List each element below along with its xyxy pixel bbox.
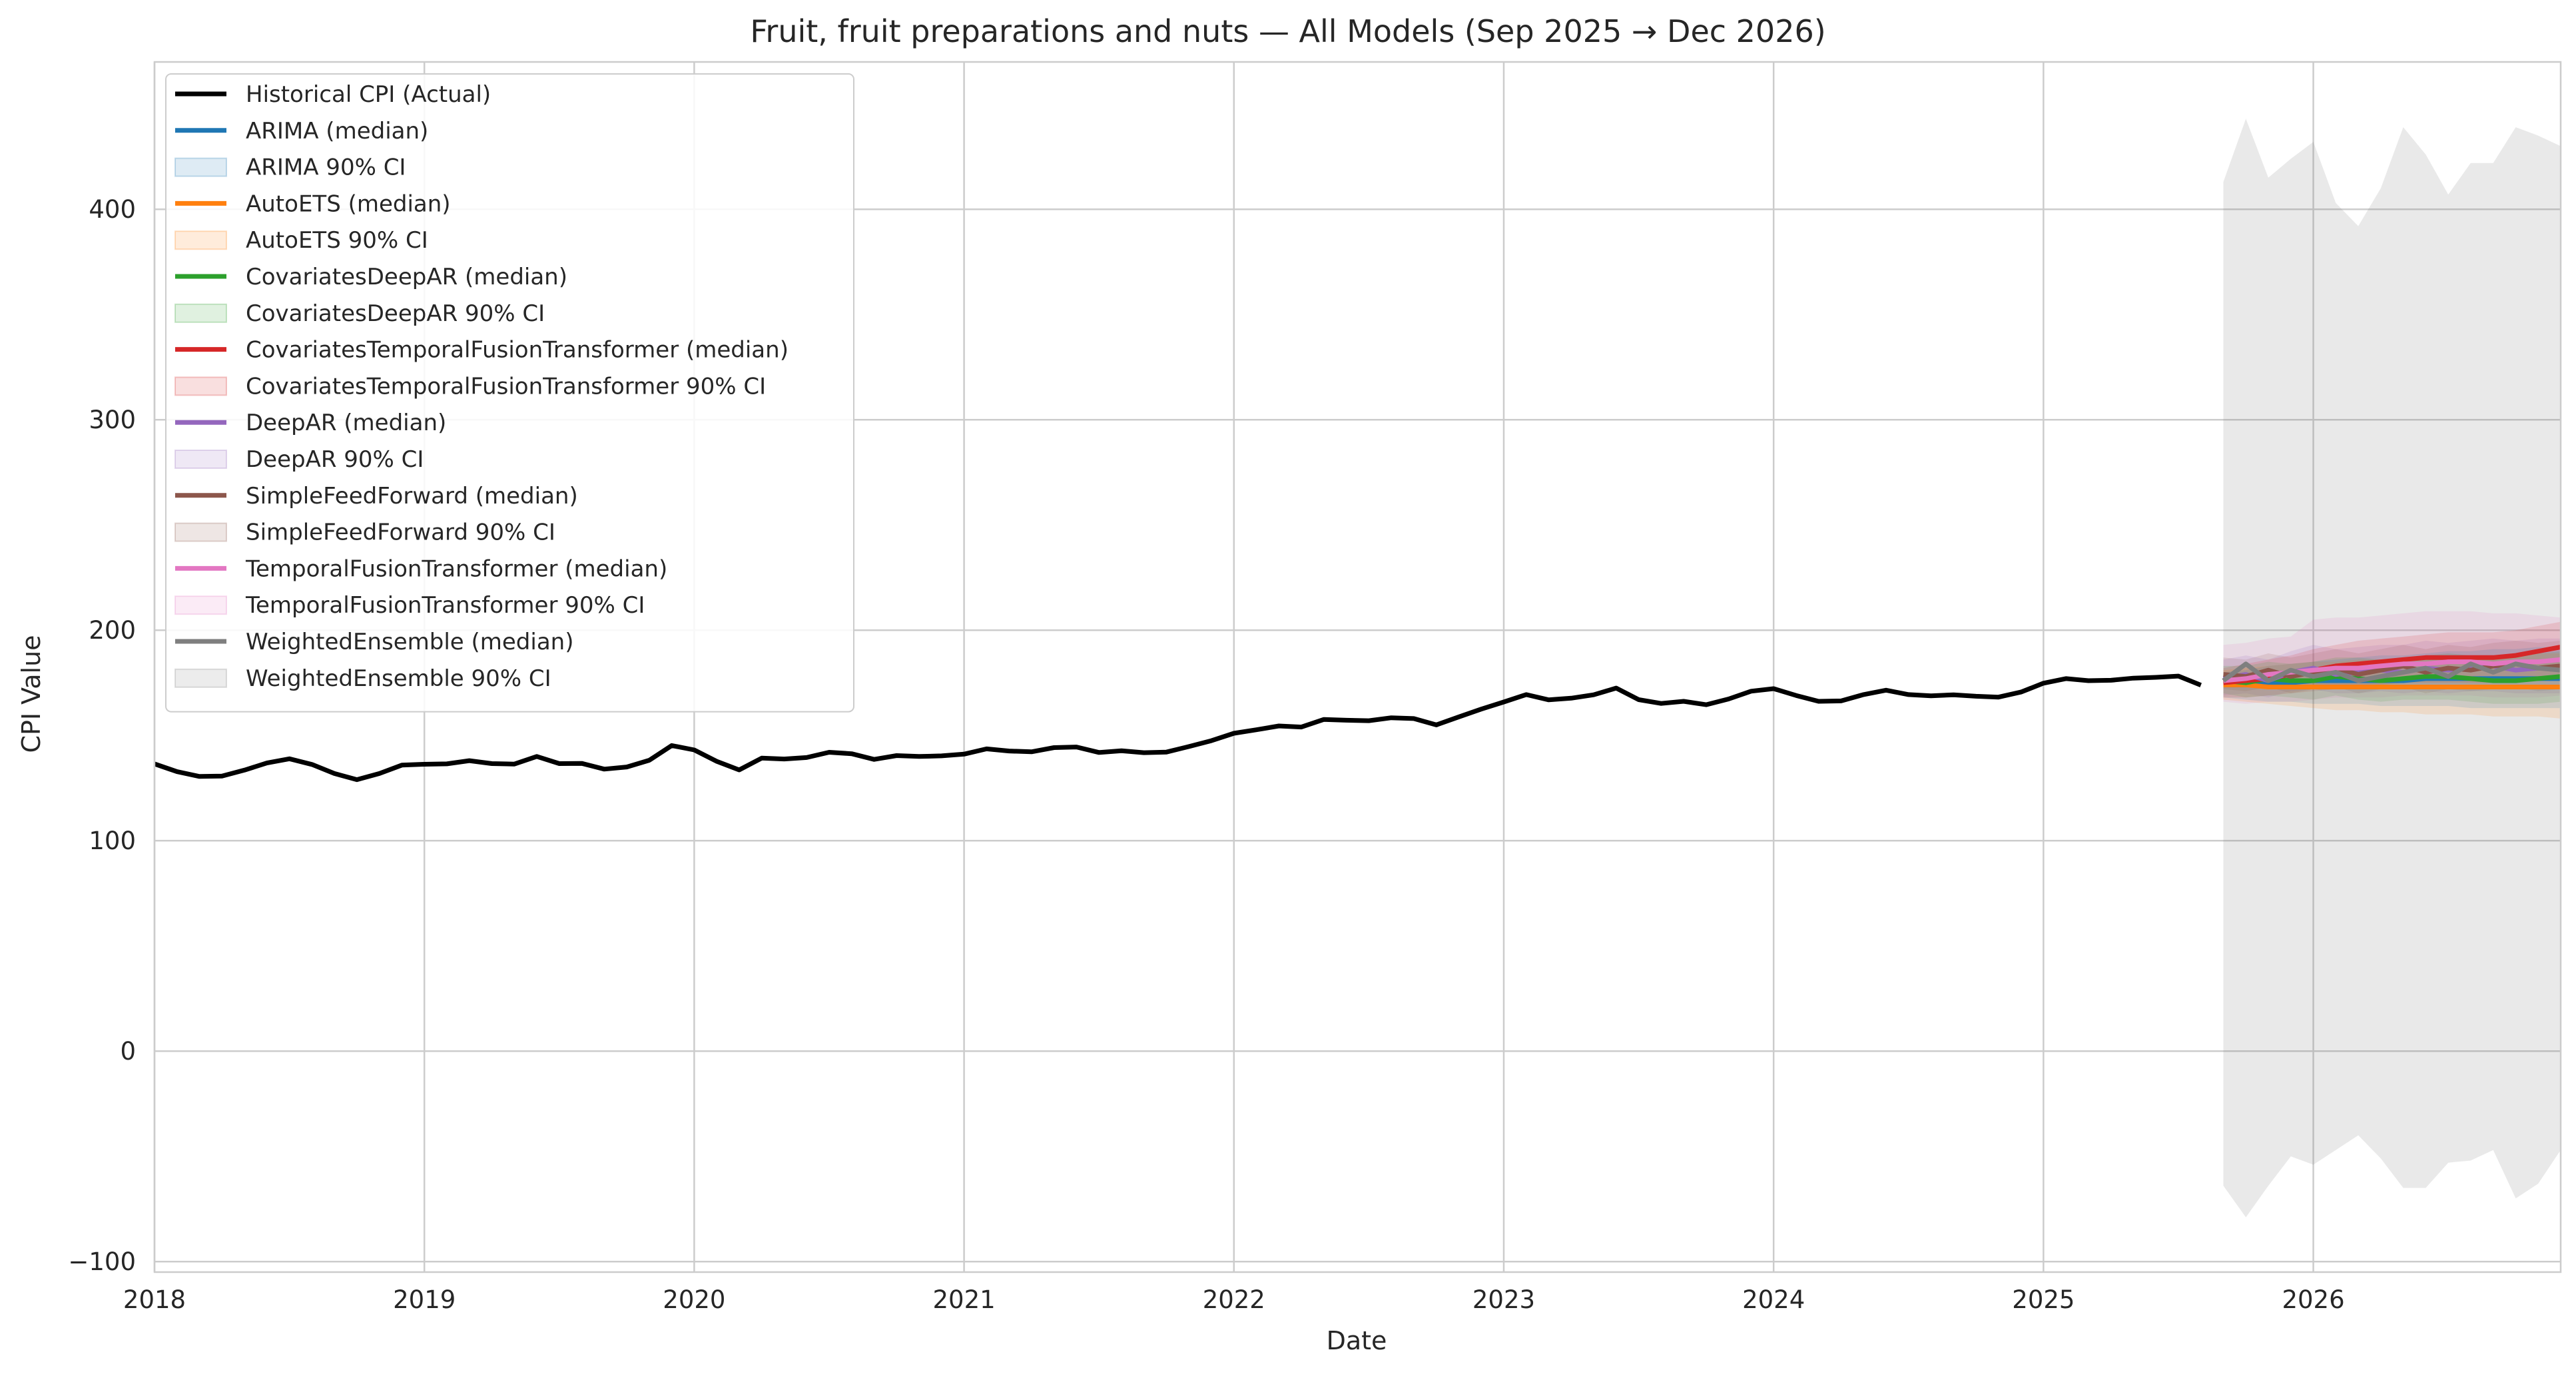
legend: Historical CPI (Actual) ARIMA (median) ARI… <box>165 73 854 713</box>
series-line <box>2223 682 2561 689</box>
x-tick-label: 2026 <box>2282 1285 2344 1314</box>
x-tick-label: 2020 <box>663 1285 725 1314</box>
legend-label: ARIMA 90% CI <box>246 155 406 181</box>
legend-label: SimpleFeedForward (median) <box>246 483 578 510</box>
y-tick-label: 300 <box>89 406 136 434</box>
historical-line <box>153 673 2202 783</box>
y-tick-label: 200 <box>89 616 136 645</box>
legend-label: AutoETS (median) <box>246 190 451 217</box>
x-tick-label: 2019 <box>393 1285 456 1314</box>
legend-label: WeightedEnsemble (median) <box>246 629 573 655</box>
legend-label: TemporalFusionTransformer (median) <box>245 555 667 582</box>
legend-swatch-patch <box>174 376 227 396</box>
legend-label: DeepAR 90% CI <box>246 446 424 473</box>
legend-label: Historical CPI (Actual) <box>246 81 491 108</box>
y-tick-label: 100 <box>89 827 136 855</box>
tick-labels: 2018 2019 2020 2021 2022 2023 2024 2025 2026 −100… <box>68 195 2344 1314</box>
x-tick-label: 2021 <box>933 1285 996 1314</box>
x-tick-label: 2023 <box>1472 1285 1535 1314</box>
legend-label: WeightedEnsemble 90% CI <box>246 665 551 692</box>
y-axis-label: CPI Value <box>17 635 46 753</box>
legend-swatch-patch <box>174 450 227 469</box>
x-tick-label: 2024 <box>1742 1285 1805 1314</box>
legend-swatch-patch <box>174 157 227 177</box>
y-tick-label: 400 <box>89 195 136 224</box>
x-tick-label: 2022 <box>1203 1285 1265 1314</box>
legend-swatch-patch <box>174 303 227 323</box>
series-line <box>2223 674 2561 685</box>
legend-label: CovariatesDeepAR 90% CI <box>246 300 545 327</box>
legend-swatch-patch <box>174 595 227 615</box>
x-axis-label: Date <box>1327 1326 1387 1355</box>
legend-swatch-patch <box>174 668 227 688</box>
y-tick-label: −100 <box>68 1247 136 1276</box>
plot-frame <box>153 61 2562 1273</box>
series-line <box>2222 661 2561 683</box>
legend-label: CovariatesTemporalFusionTransformer (med… <box>246 337 789 364</box>
legend-label: CovariatesTemporalFusionTransformer 90% … <box>246 373 766 400</box>
legend-swatch-patch <box>174 230 227 250</box>
x-tick-label: 2018 <box>123 1285 186 1314</box>
legend-swatch-patch <box>174 522 227 542</box>
legend-box <box>165 73 854 713</box>
legend-label: AutoETS 90% CI <box>246 227 428 254</box>
chart-title: Fruit, fruit preparations and nuts — All… <box>750 13 1825 49</box>
y-tick-label: 0 <box>120 1037 136 1066</box>
grid <box>153 62 2561 1272</box>
series-lines <box>153 645 2561 783</box>
legend-label: DeepAR (median) <box>246 410 446 436</box>
legend-label: ARIMA (median) <box>246 118 428 145</box>
legend-label: SimpleFeedForward 90% CI <box>246 519 555 546</box>
legend-label: CovariatesDeepAR (median) <box>246 264 567 290</box>
x-tick-label: 2025 <box>2012 1285 2075 1314</box>
legend-label: TemporalFusionTransformer 90% CI <box>245 592 645 619</box>
